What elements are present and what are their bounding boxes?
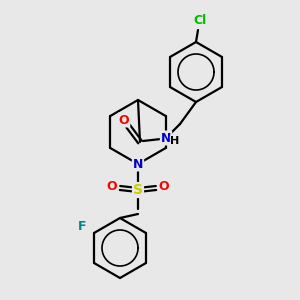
Text: H: H	[170, 136, 180, 146]
Text: O: O	[119, 113, 129, 127]
Text: N: N	[133, 158, 143, 170]
Text: F: F	[78, 220, 86, 232]
Text: O: O	[159, 181, 169, 194]
Text: O: O	[107, 181, 117, 194]
Text: Cl: Cl	[194, 14, 207, 28]
Text: S: S	[133, 183, 143, 197]
Text: N: N	[161, 131, 171, 145]
